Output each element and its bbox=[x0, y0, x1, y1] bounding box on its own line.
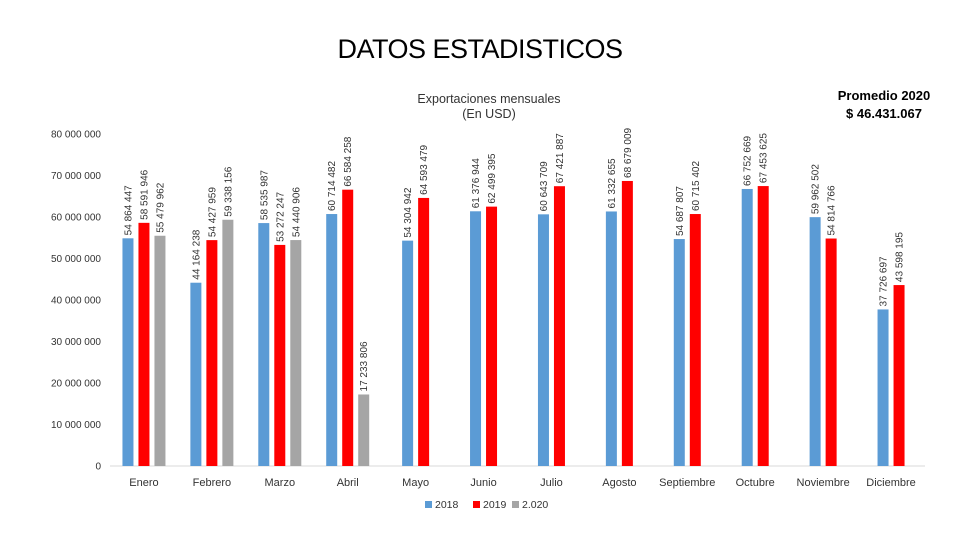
data-label: 66 584 258 bbox=[343, 136, 354, 186]
y-tick-label: 0 bbox=[95, 462, 101, 473]
data-label: 58 591 946 bbox=[139, 169, 150, 219]
legend-swatch-2019 bbox=[473, 501, 480, 508]
bar-2018 bbox=[537, 214, 549, 466]
bar-2019 bbox=[553, 186, 565, 467]
data-label: 59 962 502 bbox=[811, 164, 822, 214]
y-tick-label: 70 000 000 bbox=[51, 171, 101, 182]
bar-2.020 bbox=[290, 240, 302, 466]
y-tick-label: 10 000 000 bbox=[51, 420, 101, 431]
bar-2019 bbox=[621, 180, 633, 466]
x-tick-label: Diciembre bbox=[866, 477, 916, 489]
data-label: 60 643 709 bbox=[539, 161, 550, 211]
data-label: 17 233 806 bbox=[359, 341, 370, 391]
average-2020-label: Promedio 2020 bbox=[837, 88, 931, 103]
y-tick-label: 40 000 000 bbox=[51, 296, 101, 307]
data-label: 53 272 247 bbox=[275, 191, 286, 241]
average-2020-note: Promedio 2020 $ 46.431.067 bbox=[800, 87, 960, 123]
data-label: 66 752 669 bbox=[743, 135, 754, 185]
bar-2019 bbox=[342, 189, 354, 466]
bar-2018 bbox=[809, 217, 821, 466]
data-label: 55 479 962 bbox=[155, 182, 166, 232]
data-label: 44 164 238 bbox=[191, 229, 202, 279]
page-title: DATOS ESTADISTICOS bbox=[337, 34, 623, 64]
data-label: 64 593 479 bbox=[419, 144, 430, 194]
data-label: 54 814 766 bbox=[827, 185, 838, 235]
legend-swatch-2018 bbox=[425, 501, 432, 508]
data-label: 67 453 625 bbox=[759, 133, 770, 183]
bar-2019 bbox=[689, 214, 701, 466]
data-label: 37 726 697 bbox=[879, 256, 890, 306]
x-tick-label: Enero bbox=[129, 477, 158, 489]
x-tick-label: Junio bbox=[470, 477, 496, 489]
data-label: 54 864 447 bbox=[123, 185, 134, 235]
data-label: 61 332 655 bbox=[607, 158, 618, 208]
average-2020-value: $ 46.431.067 bbox=[846, 106, 922, 121]
data-label: 58 535 987 bbox=[259, 170, 270, 220]
bar-2018 bbox=[326, 214, 338, 466]
bar-2018 bbox=[258, 223, 270, 466]
bar-2018 bbox=[402, 240, 414, 466]
y-tick-label: 50 000 000 bbox=[51, 254, 101, 265]
bar-2018 bbox=[673, 239, 685, 466]
y-tick-label: 80 000 000 bbox=[51, 130, 101, 141]
bar-2018 bbox=[122, 238, 134, 466]
chart-subtitle-line2: (En USD) bbox=[462, 107, 516, 121]
y-tick-label: 30 000 000 bbox=[51, 337, 101, 348]
legend-label: 2019 bbox=[483, 499, 507, 511]
bar-2018 bbox=[741, 188, 753, 466]
x-tick-label: Julio bbox=[540, 477, 563, 489]
data-label: 61 376 944 bbox=[471, 158, 482, 208]
data-label: 59 338 156 bbox=[223, 166, 234, 216]
bar-2019 bbox=[825, 238, 837, 466]
data-label: 62 499 395 bbox=[487, 153, 498, 203]
bar-2019 bbox=[274, 244, 286, 466]
x-tick-label: Septiembre bbox=[659, 477, 715, 489]
data-label: 54 687 807 bbox=[675, 186, 686, 236]
bar-2.020 bbox=[358, 394, 370, 466]
legend-swatch-2.020 bbox=[512, 501, 519, 508]
data-label: 54 440 906 bbox=[291, 187, 302, 237]
data-label: 60 714 482 bbox=[327, 161, 338, 211]
chart-subtitle: Exportaciones mensuales (En USD) bbox=[389, 92, 589, 122]
bar-2018 bbox=[470, 211, 482, 466]
y-tick-label: 60 000 000 bbox=[51, 213, 101, 224]
data-label: 67 421 887 bbox=[555, 133, 566, 183]
x-tick-label: Abril bbox=[337, 477, 359, 489]
bar-2019 bbox=[206, 240, 218, 466]
legend-label: 2.020 bbox=[522, 499, 548, 511]
x-tick-label: Febrero bbox=[193, 477, 232, 489]
bar-2018 bbox=[877, 309, 889, 466]
data-label: 68 679 009 bbox=[623, 127, 634, 177]
bar-2018 bbox=[190, 282, 202, 466]
x-tick-label: Noviembre bbox=[797, 477, 850, 489]
data-label: 43 598 195 bbox=[895, 232, 906, 282]
x-tick-label: Mayo bbox=[402, 477, 429, 489]
data-label: 54 304 942 bbox=[403, 187, 414, 237]
x-tick-label: Marzo bbox=[265, 477, 296, 489]
bar-2.020 bbox=[222, 219, 234, 466]
x-tick-label: Agosto bbox=[602, 477, 636, 489]
x-tick-label: Octubre bbox=[736, 477, 775, 489]
bar-2019 bbox=[893, 285, 905, 466]
data-label: 54 427 959 bbox=[207, 187, 218, 237]
bar-2.020 bbox=[154, 235, 166, 466]
y-tick-label: 20 000 000 bbox=[51, 379, 101, 390]
bar-2019 bbox=[138, 222, 150, 466]
bar-2019 bbox=[757, 186, 769, 467]
chart-subtitle-line1: Exportaciones mensuales bbox=[417, 92, 561, 106]
bar-2019 bbox=[418, 197, 430, 466]
legend-label: 2018 bbox=[435, 499, 459, 511]
bar-2019 bbox=[486, 206, 498, 467]
data-label: 60 715 402 bbox=[691, 161, 702, 211]
bar-2018 bbox=[605, 211, 617, 466]
